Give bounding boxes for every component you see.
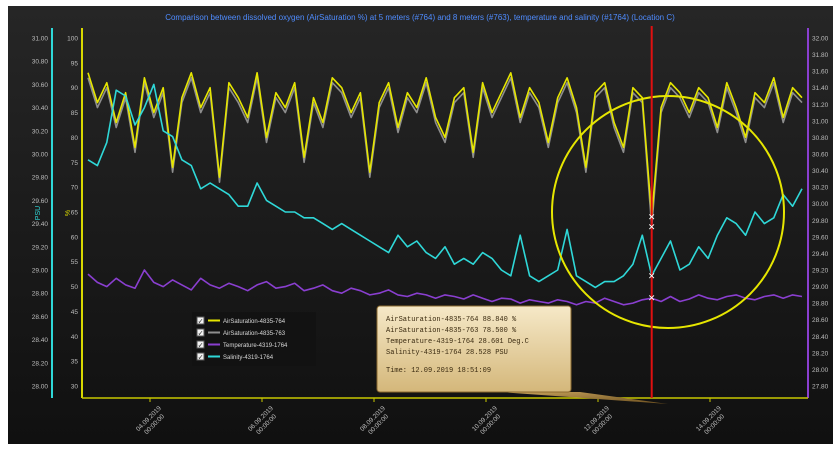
tooltip-line-airsat-763: AirSaturation-4835-763 78.500 % — [386, 327, 517, 335]
tooltip-pointer — [500, 392, 668, 404]
salinity-tick-label: 30.40 — [32, 105, 49, 112]
check-icon: ✓ — [198, 355, 204, 362]
air_saturation-tick-label: 85 — [71, 110, 79, 117]
temperature-ticks: 32.00 31.80 31.60 31.40 31.20 31.00 30.80 30.60… — [812, 36, 829, 391]
air_saturation-tick-label: 45 — [71, 309, 79, 316]
temperature-tick-label: 32.00 — [812, 36, 829, 43]
temperature-tick-label: 30.60 — [812, 152, 829, 159]
air_saturation-tick-label: 80 — [71, 135, 79, 142]
tooltip-line-temperature: Temperature-4319-1764 28.601 Deg.C — [386, 338, 529, 346]
cursor-marker: ✕ — [648, 212, 656, 222]
air_saturation-tick-label: 40 — [71, 334, 79, 341]
temperature-tick-label: 28.40 — [812, 334, 829, 341]
chart-title: Comparison between dissolved oxygen (Air… — [165, 13, 675, 22]
cursor-marker: ✕ — [648, 271, 656, 281]
salinity-tick-label: 29.40 — [32, 221, 49, 228]
tooltip-box — [376, 305, 572, 393]
temperature-tick-label: 31.20 — [812, 102, 829, 109]
temperature-tick-label: 31.00 — [812, 118, 829, 125]
temperature-tick-label: 28.00 — [812, 367, 829, 374]
legend-label: AirSaturation-4835-764 — [223, 319, 286, 325]
temperature-tick-label: 29.00 — [812, 284, 829, 291]
salinity-tick-label: 30.20 — [32, 128, 49, 135]
salinity-tick-label: 29.20 — [32, 244, 49, 251]
legend-checkbox[interactable] — [196, 340, 205, 349]
temperature-tick-label: 31.40 — [812, 85, 829, 92]
air_saturation-tick-label: 90 — [71, 85, 79, 92]
salinity-ticks: 31.00 30.80 30.60 30.40 30.20 30.00 29.80 29.60… — [32, 36, 49, 391]
air_saturation-tick-label: 50 — [71, 284, 79, 291]
temperature-tick-label: 30.80 — [812, 135, 829, 142]
salinity-tick-label: 29.60 — [32, 198, 49, 205]
air_saturation-tick-label: 95 — [71, 60, 79, 67]
legend-checkbox[interactable] — [196, 316, 205, 325]
salinity-tick-label: 30.00 — [32, 152, 49, 159]
salinity-tick-label: 30.80 — [32, 59, 49, 66]
temperature-tick-label: 29.80 — [812, 218, 829, 225]
temperature-tick-label: 29.40 — [812, 251, 829, 258]
temperature-tick-label: 30.20 — [812, 185, 829, 192]
salinity-tick-label: 28.40 — [32, 337, 49, 344]
tooltip-time: Time: 12.09.2019 18:51:09 — [386, 367, 491, 375]
legend-label: AirSaturation-4835-763 — [223, 331, 286, 337]
temperature-tick-label: 30.00 — [812, 201, 829, 208]
temperature-tick-label: 28.20 — [812, 350, 829, 357]
temperature-tick-label: 28.80 — [812, 301, 829, 308]
air_saturation-tick-label: 30 — [71, 384, 79, 391]
cursor-marker: ✕ — [648, 293, 656, 303]
tooltip-line-airsat-764: AirSaturation-4835-764 88.840 % — [386, 316, 517, 324]
cursor-markers: ✕✕✕✕ — [648, 212, 656, 303]
salinity-tick-label: 29.80 — [32, 175, 49, 182]
air_saturation-tick-label: 100 — [67, 36, 78, 43]
legend: ✓ AirSaturation-4835-764 ✓ AirSaturation-48… — [192, 312, 316, 366]
tooltip-line-salinity: Salinity-4319-1764 28.528 PSU — [386, 349, 508, 357]
salinity-tick-label: 28.20 — [32, 360, 49, 367]
temperature-tick-label: 29.60 — [812, 234, 829, 241]
airsat-ticks: 100 95 90 85 80 75 70 65 60 55 50 45 40 35 30 — [67, 36, 78, 391]
air_saturation-tick-label: 35 — [71, 359, 79, 366]
salinity-tick-label: 28.60 — [32, 314, 49, 321]
highlight-circle — [551, 95, 785, 329]
salinity-tick-label: 29.00 — [32, 268, 49, 275]
series-layer — [87, 72, 803, 306]
air_saturation-tick-label: 55 — [71, 259, 79, 266]
air_saturation-tick-label: 75 — [71, 160, 79, 167]
series-line-AirSaturation-4835-764[interactable] — [87, 72, 803, 218]
temperature-tick-label: 31.60 — [812, 69, 829, 76]
salinity-tick-label: 28.80 — [32, 291, 49, 298]
legend-checkbox[interactable] — [196, 352, 205, 361]
series-line-Temperature-4319-1764[interactable] — [87, 269, 803, 306]
series-line-Salinity-4319-1764[interactable] — [87, 83, 803, 289]
temperature-tick-label: 31.80 — [812, 52, 829, 59]
temperature-tick-label: 28.60 — [812, 317, 829, 324]
check-icon: ✓ — [198, 331, 204, 338]
legend-checkbox[interactable] — [196, 328, 205, 337]
legend-label: Temperature-4319-1764 — [223, 343, 288, 349]
salinity-tick-label: 30.60 — [32, 82, 49, 89]
air_saturation-tick-label: 65 — [71, 210, 79, 217]
salinity-axis-label: PSU — [35, 206, 42, 220]
series-line-AirSaturation-4835-763[interactable] — [87, 77, 803, 228]
temperature-tick-label: 27.80 — [812, 384, 829, 391]
temperature-tick-label: 30.40 — [812, 168, 829, 175]
cursor-marker: ✕ — [648, 222, 656, 232]
salinity-tick-label: 31.00 — [32, 36, 49, 43]
air_saturation-tick-label: 60 — [71, 234, 79, 241]
check-icon: ✓ — [198, 343, 204, 350]
legend-label: Salinity-4319-1764 — [223, 355, 274, 361]
salinity-tick-label: 28.00 — [32, 384, 49, 391]
temperature-tick-label: 29.20 — [812, 268, 829, 275]
airsat-axis-label: % — [65, 210, 72, 216]
air_saturation-tick-label: 70 — [71, 185, 79, 192]
check-icon: ✓ — [198, 319, 204, 326]
